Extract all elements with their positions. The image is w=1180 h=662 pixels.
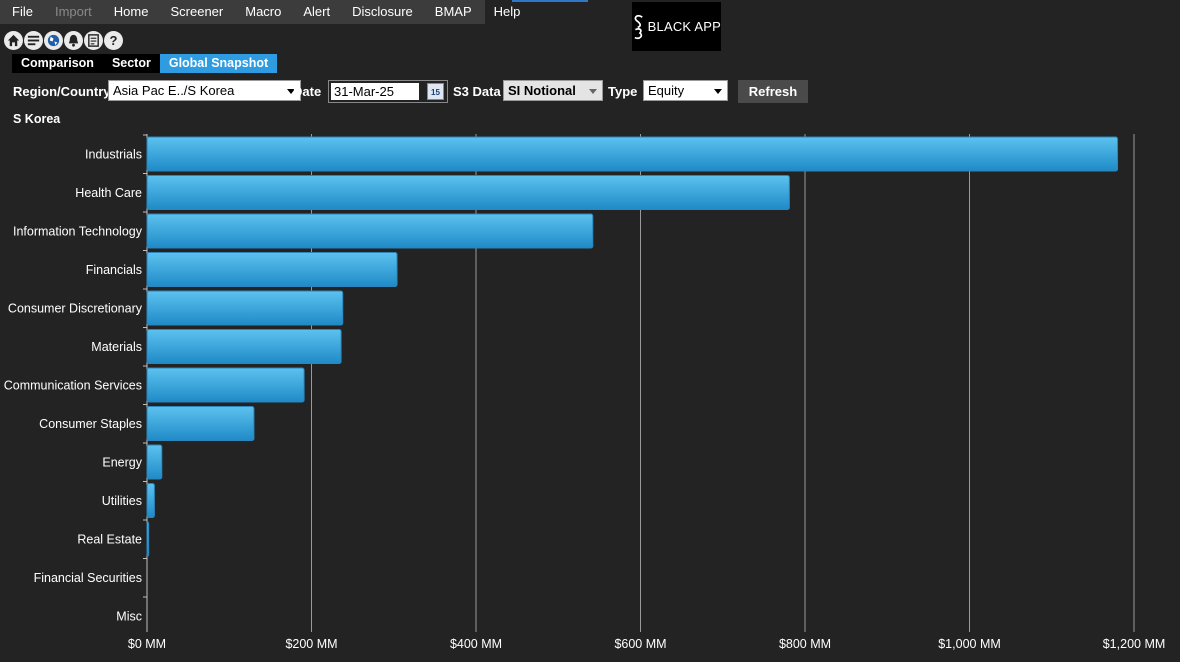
region-title: S Korea: [13, 112, 61, 126]
x-tick-label: $400 MM: [450, 637, 502, 651]
chevron-down-icon: [589, 89, 597, 94]
date-label: Date: [293, 84, 322, 99]
app-logo: BLACK APP: [632, 2, 721, 51]
logo-text: BLACK APP: [647, 19, 721, 34]
x-tick-label: $1,000 MM: [938, 637, 1001, 651]
refresh-button[interactable]: Refresh: [738, 80, 808, 103]
bar: [146, 367, 305, 403]
bar: [146, 290, 344, 326]
bar: [146, 406, 255, 441]
list-icon[interactable]: [24, 31, 43, 50]
s3-logo-icon: [634, 15, 643, 40]
globe-icon[interactable]: [44, 31, 63, 50]
s3data-value: SI Notional: [508, 83, 576, 98]
menu-help[interactable]: Help: [493, 4, 521, 19]
type-value: Equity: [648, 83, 685, 98]
category-label: Communication Services: [4, 379, 142, 393]
filter-bar: Region/Country Asia Pac E../S Korea Date…: [13, 80, 813, 103]
menu-import[interactable]: Import: [54, 4, 92, 19]
bar: [146, 483, 155, 518]
toolbar: ?: [4, 31, 123, 50]
sector-bar-chart: $0 MM $200 MM $400 MM $600 MM $800 MM $1,000 …: [4, 134, 1166, 651]
category-label: Utilities: [102, 494, 142, 508]
help-icon[interactable]: ?: [104, 31, 123, 50]
category-label: Materials: [91, 340, 142, 354]
tab-strip: Comparison Sector Global Snapshot: [12, 54, 278, 73]
bar: [146, 329, 342, 364]
menu-bar: File Import Home Screener Macro Alert Disclosu…: [0, 0, 520, 24]
category-label: Information Technology: [13, 225, 143, 239]
menu-alert[interactable]: Alert: [303, 4, 331, 19]
tab-sector[interactable]: Sector: [102, 54, 160, 73]
bar: [146, 213, 594, 249]
bar: [146, 521, 150, 557]
menu-home[interactable]: Home: [113, 4, 149, 19]
bar: [146, 175, 790, 210]
x-tick-label: $0 MM: [128, 637, 166, 651]
category-label: Consumer Discretionary: [8, 302, 143, 316]
category-label: Financial Securities: [34, 571, 142, 585]
region-label: Region/Country: [13, 84, 111, 99]
menu-bmap[interactable]: BMAP: [434, 4, 472, 19]
chevron-down-icon: [714, 89, 722, 94]
tab-comparison[interactable]: Comparison: [12, 54, 103, 73]
menu-file[interactable]: File: [12, 4, 33, 19]
menu-macro[interactable]: Macro: [245, 4, 282, 19]
date-picker[interactable]: 31-Mar-25 15: [328, 80, 448, 103]
x-tick-label: $600 MM: [614, 637, 666, 651]
category-label: Consumer Staples: [39, 417, 142, 431]
bar: [146, 444, 163, 480]
category-label: Real Estate: [77, 533, 142, 547]
bar: [146, 252, 398, 287]
menu-screener[interactable]: Screener: [170, 4, 224, 19]
bell-icon[interactable]: [64, 31, 83, 50]
x-tick-label: $1,200 MM: [1103, 637, 1166, 651]
chevron-down-icon: [287, 89, 295, 94]
x-tick-label: $800 MM: [779, 637, 831, 651]
type-select[interactable]: Equity: [643, 80, 728, 101]
date-field[interactable]: 31-Mar-25: [331, 83, 419, 100]
category-label: Financials: [86, 263, 142, 277]
tab-global-snapshot[interactable]: Global Snapshot: [159, 54, 278, 73]
calendar-icon[interactable]: 15: [427, 83, 444, 100]
bar: [146, 136, 1119, 172]
type-label: Type: [608, 84, 638, 99]
menu-disclosure[interactable]: Disclosure: [352, 4, 413, 19]
region-select[interactable]: Asia Pac E../S Korea: [108, 80, 301, 101]
region-value: Asia Pac E../S Korea: [113, 83, 235, 98]
s3data-label: S3 Data: [453, 84, 501, 99]
category-label: Industrials: [85, 148, 142, 162]
category-label: Misc: [116, 610, 142, 624]
report-icon[interactable]: [84, 31, 103, 50]
category-label: Health Care: [75, 186, 142, 200]
home-icon[interactable]: [4, 31, 23, 50]
s3data-select[interactable]: SI Notional: [503, 80, 603, 101]
category-label: Energy: [102, 456, 142, 470]
x-tick-label: $200 MM: [285, 637, 337, 651]
active-window-indicator: [512, 0, 588, 2]
